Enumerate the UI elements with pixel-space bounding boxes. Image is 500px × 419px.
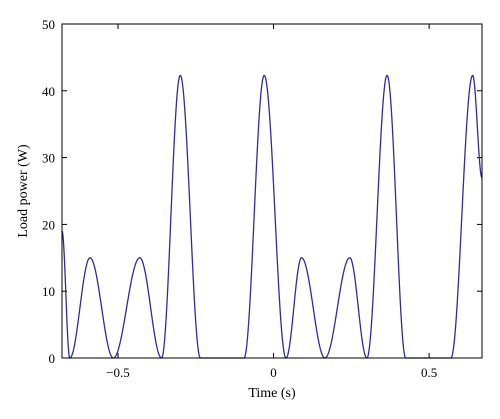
plot-frame (61, 23, 483, 359)
x-axis-label: Time (s) (248, 386, 296, 401)
y-axis-label: Load power (W) (16, 144, 31, 238)
axis-ticks (62, 23, 482, 359)
x-tick-label: −0.5 (106, 365, 130, 380)
tick-labels: −0.5 0 0.5 0 10 20 30 40 50 (42, 17, 437, 380)
y-tick-label: 10 (42, 284, 55, 299)
y-tick-label: 50 (42, 17, 55, 32)
load-power-series-line (61, 74, 483, 359)
y-tick-label: 20 (42, 217, 55, 232)
x-tick-label: 0.5 (421, 365, 437, 380)
y-tick-label: 0 (49, 351, 56, 366)
y-tick-label: 40 (42, 84, 55, 99)
x-tick-label: 0 (270, 365, 277, 380)
y-tick-label: 30 (42, 151, 55, 166)
